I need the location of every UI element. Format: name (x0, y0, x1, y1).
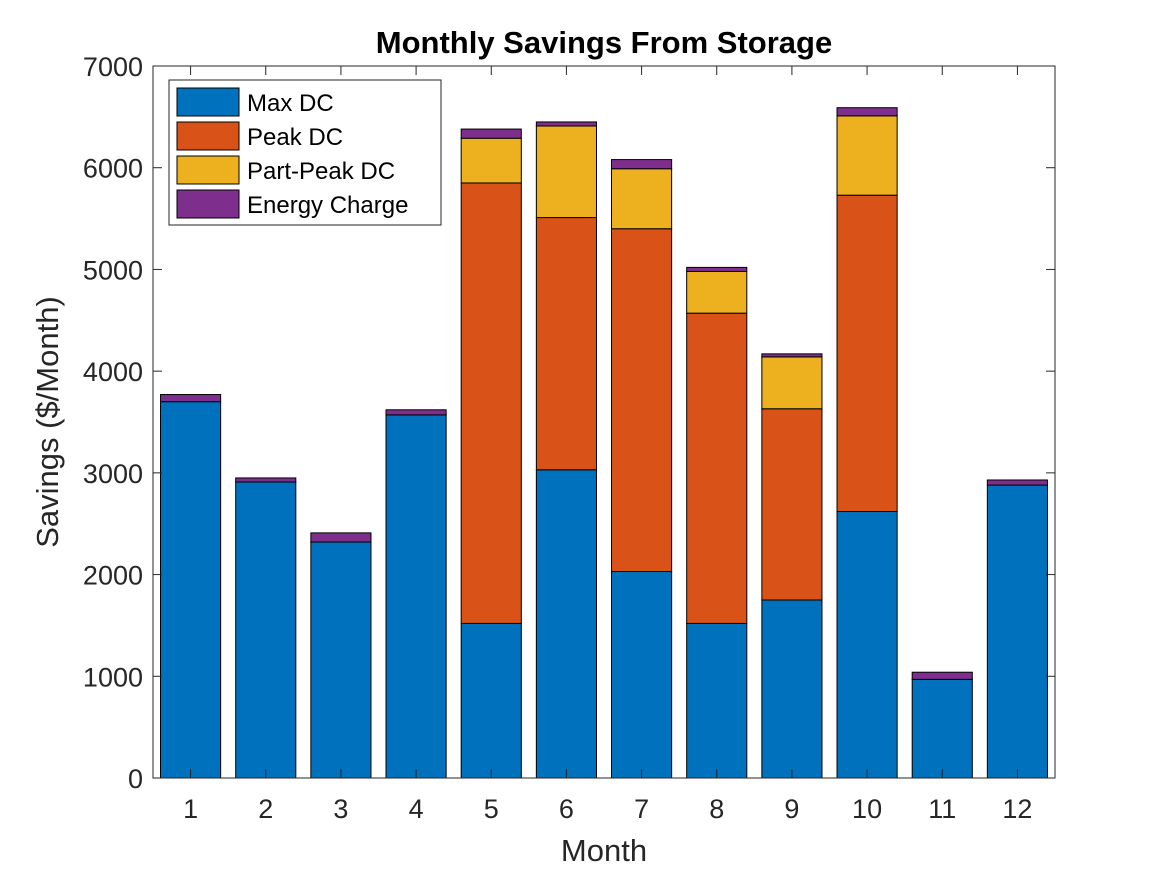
bar-stack-month-1 (161, 395, 221, 778)
legend-entry-max-dc: Max DC (177, 88, 334, 117)
legend-label: Peak DC (247, 124, 343, 151)
bar-segment-energy-charge-month-2 (236, 478, 296, 482)
x-tick-label: 2 (258, 794, 273, 824)
bar-segment-energy-charge-month-12 (987, 480, 1047, 485)
x-tick-label: 1 (183, 794, 198, 824)
legend-swatch (177, 88, 239, 116)
x-tick-label: 3 (333, 794, 348, 824)
y-axis-label: Savings ($/Month) (30, 296, 65, 548)
y-tick-label: 3000 (83, 459, 143, 489)
bar-stack-month-6 (536, 122, 596, 778)
legend-entry-energy-charge: Energy Charge (177, 190, 408, 219)
bar-segment-max-dc-month-9 (762, 600, 822, 778)
bar-stack-month-5 (461, 129, 521, 778)
bar-segment-part-peak-dc-month-8 (687, 271, 747, 313)
bar-segment-energy-charge-month-9 (762, 354, 822, 357)
bar-segment-part-peak-dc-month-6 (536, 126, 596, 218)
bar-stack-month-11 (912, 672, 972, 778)
legend-label: Max DC (247, 90, 334, 117)
bar-segment-energy-charge-month-10 (837, 108, 897, 116)
x-tick-label: 12 (1002, 794, 1032, 824)
y-tick-label: 2000 (83, 561, 143, 591)
bar-segment-max-dc-month-7 (612, 572, 672, 778)
bar-segment-peak-dc-month-10 (837, 195, 897, 511)
x-tick-label: 4 (409, 794, 424, 824)
legend-entry-peak-dc: Peak DC (177, 122, 343, 151)
bar-stack-month-3 (311, 533, 371, 778)
bar-segment-part-peak-dc-month-7 (612, 169, 672, 229)
legend: Max DC Peak DC Part-Peak DC Energy Charge (169, 80, 441, 225)
bar-segment-energy-charge-month-5 (461, 129, 521, 138)
bar-stack-month-12 (987, 480, 1047, 778)
bar-segment-max-dc-month-10 (837, 512, 897, 778)
bar-segment-energy-charge-month-1 (161, 395, 221, 402)
bar-stack-month-10 (837, 108, 897, 778)
bar-segment-part-peak-dc-month-5 (461, 138, 521, 183)
bar-stack-month-8 (687, 267, 747, 778)
y-tick-label: 6000 (83, 154, 143, 184)
x-axis-label: Month (561, 833, 647, 868)
bar-segment-max-dc-month-1 (161, 402, 221, 778)
x-tick-label: 11 (928, 794, 956, 824)
bar-segment-energy-charge-month-4 (386, 410, 446, 415)
x-tick-label: 10 (852, 794, 882, 824)
bar-stack-month-9 (762, 354, 822, 778)
bar-segment-max-dc-month-11 (912, 679, 972, 778)
bar-segment-max-dc-month-5 (461, 623, 521, 778)
bar-segment-max-dc-month-4 (386, 415, 446, 778)
bar-segment-part-peak-dc-month-10 (837, 116, 897, 195)
bar-segment-peak-dc-month-5 (461, 183, 521, 623)
bar-segment-max-dc-month-8 (687, 623, 747, 778)
x-tick-label: 5 (484, 794, 499, 824)
legend-entry-part-peak-dc: Part-Peak DC (177, 156, 395, 185)
bar-segment-energy-charge-month-3 (311, 533, 371, 542)
bar-segment-energy-charge-month-7 (612, 160, 672, 169)
legend-swatch (177, 122, 239, 150)
bar-segment-peak-dc-month-9 (762, 409, 822, 600)
x-tick-label: 9 (784, 794, 799, 824)
x-tick-label: 6 (559, 794, 574, 824)
bar-segment-energy-charge-month-8 (687, 267, 747, 271)
legend-swatch (177, 156, 239, 184)
bar-segment-energy-charge-month-6 (536, 122, 596, 126)
legend-label: Energy Charge (247, 192, 408, 219)
chart-title: Monthly Savings From Storage (376, 25, 832, 60)
bar-stack-month-7 (612, 160, 672, 778)
bar-segment-peak-dc-month-7 (612, 229, 672, 572)
bar-stack-month-4 (386, 410, 446, 778)
bar-segment-max-dc-month-2 (236, 482, 296, 778)
y-tick-label: 5000 (83, 255, 143, 285)
bar-segment-max-dc-month-3 (311, 542, 371, 778)
bar-segment-peak-dc-month-8 (687, 313, 747, 623)
bar-segment-peak-dc-month-6 (536, 218, 596, 470)
bar-segment-max-dc-month-12 (987, 485, 1047, 778)
y-tick-label: 7000 (83, 52, 143, 82)
y-tick-label: 0 (128, 764, 143, 794)
legend-swatch (177, 190, 239, 218)
y-tick-label: 4000 (83, 357, 143, 387)
bar-segment-max-dc-month-6 (536, 470, 596, 778)
bar-stack-month-2 (236, 478, 296, 778)
bar-segment-part-peak-dc-month-9 (762, 357, 822, 409)
y-tick-label: 1000 (83, 662, 143, 692)
bar-segment-energy-charge-month-11 (912, 672, 972, 679)
x-tick-label: 7 (634, 794, 649, 824)
x-tick-label: 8 (709, 794, 724, 824)
legend-label: Part-Peak DC (247, 158, 395, 185)
